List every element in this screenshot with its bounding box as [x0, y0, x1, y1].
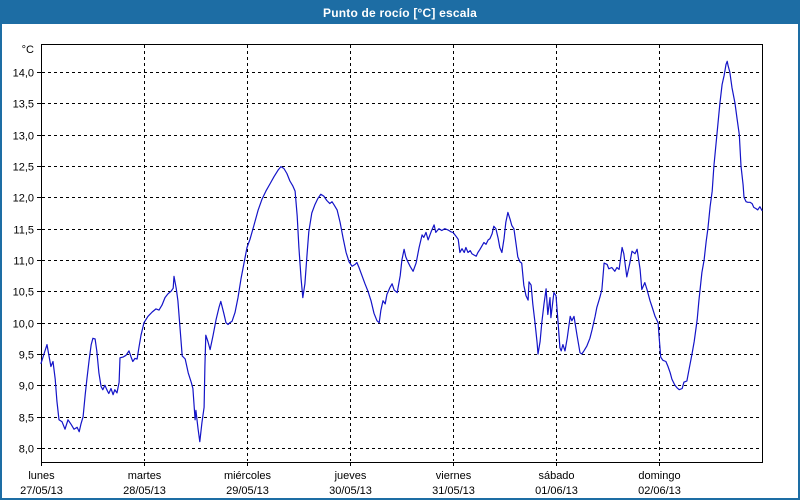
- series-line: [40, 60, 763, 443]
- y-tick-label: 11,5: [13, 225, 34, 237]
- day-date-label: 30/05/13: [329, 485, 372, 497]
- y-tick-label: 8,0: [19, 444, 34, 456]
- plot-border: [41, 44, 763, 463]
- day-date-label: 31/05/13: [432, 485, 475, 497]
- day-name-label: miércoles: [224, 470, 272, 482]
- day-date-label: 28/05/13: [123, 485, 166, 497]
- celsius-unit-label: °C: [22, 44, 34, 56]
- y-tick-label: 12,0: [13, 193, 34, 205]
- day-name-label: viernes: [436, 470, 472, 482]
- day-name-label: domingo: [638, 470, 680, 482]
- day-date-label: 27/05/13: [20, 485, 63, 497]
- day-date-label: 02/06/13: [638, 485, 681, 497]
- y-tick-label: 10,5: [13, 287, 34, 299]
- day-name-label: sábado: [538, 470, 574, 482]
- day-date-label: 01/06/13: [535, 485, 578, 497]
- y-tick-label: 8,5: [19, 413, 34, 425]
- y-tick-label: 9,0: [19, 381, 34, 393]
- y-tick-label: 11,0: [13, 256, 34, 268]
- y-tick-label: 12,5: [13, 162, 34, 174]
- y-tick-label: 9,5: [19, 350, 34, 362]
- day-name-label: martes: [128, 470, 162, 482]
- y-tick-label: 13,0: [13, 131, 34, 143]
- chart-title-bar: Punto de rocío [°C] escala: [2, 2, 798, 24]
- y-tick-label: 13,5: [13, 99, 34, 111]
- day-date-label: 29/05/13: [226, 485, 269, 497]
- day-name-label: jueves: [334, 470, 367, 482]
- chart-title: Punto de rocío [°C] escala: [322, 6, 478, 20]
- y-tick-label: 10,0: [13, 319, 34, 331]
- day-name-label: lunes: [28, 470, 55, 482]
- y-tick-label: 14,0: [13, 68, 34, 80]
